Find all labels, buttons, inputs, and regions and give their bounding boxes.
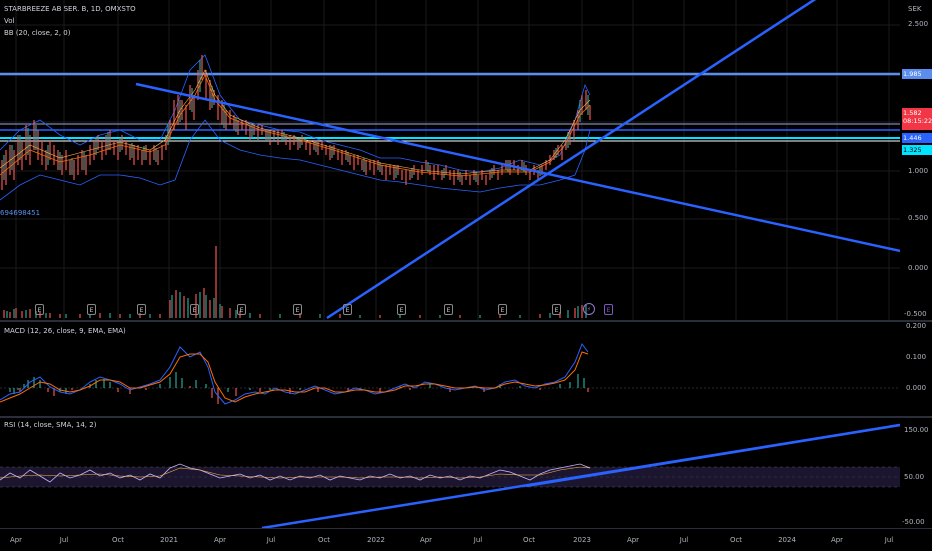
macd-tick: 0.000 xyxy=(906,384,927,392)
time-tick: Apr xyxy=(9,536,23,544)
time-tick: Jul xyxy=(679,536,689,544)
level-tag-mid: 1.446 xyxy=(902,133,932,143)
time-tick: Jul xyxy=(266,536,276,544)
time-tick: Oct xyxy=(317,536,331,544)
earnings-badge[interactable]: E xyxy=(444,304,453,315)
last-price: 1.582 xyxy=(903,109,922,117)
last-price-tag: 1.582 08:15:22 xyxy=(902,108,932,130)
price-tick: 0.500 xyxy=(908,214,929,222)
time-tick: Apr xyxy=(213,536,227,544)
price-tick: -0.500 xyxy=(904,310,927,318)
earnings-badge[interactable]: E xyxy=(498,304,507,315)
time-tick: Oct xyxy=(111,536,125,544)
time-tick: Jul xyxy=(473,536,483,544)
time-tick: Apr xyxy=(419,536,433,544)
price-tick: 1.000 xyxy=(908,167,929,175)
time-axis[interactable]: Apr Jul Oct 2021 Apr Jul Oct 2022 Apr Ju… xyxy=(0,528,932,551)
rsi-pane[interactable]: RSI (14, close, SMA, 14, 2) xyxy=(0,418,900,528)
uptrend-line xyxy=(326,0,817,320)
time-tick: 2021 xyxy=(160,536,178,544)
rsi-tick: 50.00 xyxy=(904,473,925,481)
rsi-tick: 150.00 xyxy=(904,426,929,434)
time-tick: Oct xyxy=(522,536,536,544)
level-tag-low: 1.325 xyxy=(902,145,932,155)
downtrend-line xyxy=(135,82,900,253)
vol-value: 694698451 xyxy=(0,209,41,217)
macd-label: MACD (12, 26, close, 9, EMA, EMA) xyxy=(4,327,126,335)
earnings-badge[interactable]: E xyxy=(397,304,406,315)
bb-upper xyxy=(0,54,591,173)
earnings-badge[interactable]: E xyxy=(137,304,146,315)
vol-label: Vol xyxy=(4,17,15,25)
time-tick: Jul xyxy=(59,536,69,544)
price-pane[interactable]: STARBREEZE AB SER. B, 1D, OMXSTO Vol BB … xyxy=(0,0,900,320)
signal-line xyxy=(0,351,589,403)
rsi-label: RSI (14, close, SMA, 14, 2) xyxy=(4,421,97,429)
time-tick: Apr xyxy=(626,536,640,544)
time-tick: 2022 xyxy=(367,536,385,544)
rsi-ma xyxy=(0,466,591,479)
earnings-badge[interactable]: E xyxy=(190,304,199,315)
macd-pane[interactable]: MACD (12, 26, close, 9, EMA, EMA) xyxy=(0,322,900,416)
earnings-badge[interactable]: E xyxy=(237,304,246,315)
bb-lower xyxy=(0,119,591,201)
rsi-chart-canvas[interactable] xyxy=(0,418,900,528)
time-tick: Jul xyxy=(884,536,894,544)
rsi-trendline-2 xyxy=(261,423,900,528)
price-tick: 2.500 xyxy=(908,20,929,28)
bb-label: BB (20, close, 2, 0) xyxy=(4,29,71,37)
earnings-badge[interactable]: E xyxy=(87,304,96,315)
earnings-badge[interactable]: E xyxy=(35,304,44,315)
macd-chart-canvas[interactable] xyxy=(0,322,900,416)
earnings-badge[interactable]: E xyxy=(552,304,561,315)
rsi-line xyxy=(0,463,591,483)
macd-line xyxy=(0,342,589,405)
price-chart-canvas[interactable] xyxy=(0,0,900,320)
currency-label: SEK xyxy=(908,5,922,13)
time-tick: 2024 xyxy=(778,536,796,544)
symbol-title: STARBREEZE AB SER. B, 1D, OMXSTO xyxy=(4,5,136,13)
rsi-tick: -50.00 xyxy=(902,518,925,526)
macd-tick: 0.200 xyxy=(906,322,927,330)
time-tick: 2023 xyxy=(573,536,591,544)
countdown: 08:15:22 xyxy=(903,117,932,125)
pane-divider[interactable] xyxy=(0,416,932,418)
rsi-axis[interactable]: 150.00 50.00 -50.00 xyxy=(900,418,932,528)
earnings-badge[interactable]: E xyxy=(293,304,302,315)
pane-divider[interactable] xyxy=(0,320,932,322)
macd-tick: 0.100 xyxy=(906,353,927,361)
earnings-badge-upcoming[interactable]: E xyxy=(604,304,613,315)
dividend-badge[interactable]: ⚡ xyxy=(583,303,595,315)
time-tick: Apr xyxy=(830,536,844,544)
macd-axis[interactable]: 0.200 0.100 0.000 xyxy=(900,322,932,416)
price-axis[interactable]: SEK 2.500 1.000 0.500 0.000 -0.500 xyxy=(900,0,932,320)
price-tick: 0.000 xyxy=(908,264,929,272)
time-tick: Oct xyxy=(729,536,743,544)
level-tag-high: 1.985 xyxy=(902,69,932,79)
earnings-badge[interactable]: E xyxy=(343,304,352,315)
